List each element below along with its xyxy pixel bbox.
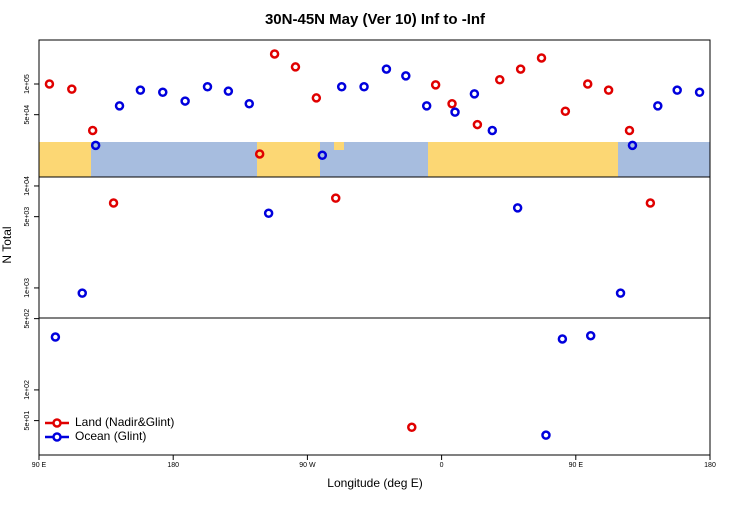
point	[450, 107, 460, 117]
point	[67, 84, 77, 94]
y-tick-label: 5e+03	[24, 207, 31, 227]
point	[158, 87, 168, 97]
y-tick-label: 1e+03	[24, 278, 31, 298]
y-axis-label: N Total	[0, 226, 14, 263]
point	[254, 149, 265, 159]
x-tick-label: 90 W	[299, 462, 316, 469]
point	[90, 140, 101, 151]
point	[469, 89, 480, 99]
y-tick-label: 1e+04	[24, 176, 31, 196]
point	[77, 288, 87, 298]
point	[653, 101, 663, 111]
point	[336, 81, 347, 92]
x-axis-label: Longitude (deg E)	[327, 476, 422, 490]
point	[472, 119, 483, 130]
point	[317, 150, 328, 161]
point	[202, 81, 213, 92]
point	[290, 62, 301, 72]
y-tick-label: 1e+02	[24, 380, 31, 400]
point	[114, 101, 125, 111]
point	[421, 101, 432, 111]
legend-label: Land (Nadir&Glint)	[75, 415, 174, 429]
point	[430, 80, 441, 90]
point	[585, 330, 596, 341]
y-tick-label: 5e+01	[24, 411, 31, 431]
y-tick-label: 1e+05	[24, 74, 31, 94]
point	[512, 203, 523, 213]
legend-marker	[52, 418, 62, 428]
point	[381, 64, 392, 74]
legend-label: Ocean (Glint)	[75, 429, 146, 443]
point	[487, 125, 498, 136]
point	[541, 430, 551, 440]
point	[603, 85, 614, 95]
x-tick-label: 180	[704, 462, 716, 469]
x-tick-label: 90 E	[32, 462, 47, 469]
y-tick-label: 5e+04	[24, 105, 31, 125]
point	[447, 99, 457, 109]
point	[269, 49, 280, 59]
point	[50, 332, 61, 342]
point	[536, 53, 547, 63]
point	[515, 64, 526, 74]
point	[44, 79, 55, 89]
point	[223, 86, 234, 96]
point	[694, 87, 705, 97]
point	[627, 140, 638, 151]
x-tick-label: 90 E	[569, 462, 584, 469]
point	[87, 125, 98, 136]
point	[560, 106, 571, 117]
x-tick-label: 180	[167, 462, 179, 469]
point	[244, 99, 254, 109]
point	[263, 208, 274, 219]
point	[401, 71, 411, 81]
y-tick-label: 5e+02	[24, 309, 31, 329]
point	[311, 93, 322, 103]
point	[672, 85, 682, 95]
point	[407, 422, 417, 433]
point	[180, 96, 190, 106]
point	[108, 198, 119, 208]
point	[645, 198, 656, 208]
point	[359, 81, 369, 92]
point	[330, 193, 341, 203]
point	[615, 288, 626, 298]
point	[135, 85, 146, 95]
point	[582, 79, 593, 89]
chart-title: 30N-45N May (Ver 10) Inf to -Inf	[265, 11, 486, 28]
point	[557, 334, 568, 344]
legend-marker	[52, 432, 62, 442]
map-land	[39, 142, 618, 177]
point	[495, 75, 505, 85]
plot-frame	[38, 39, 711, 456]
point	[624, 125, 635, 136]
x-tick-label: 0	[440, 462, 444, 469]
